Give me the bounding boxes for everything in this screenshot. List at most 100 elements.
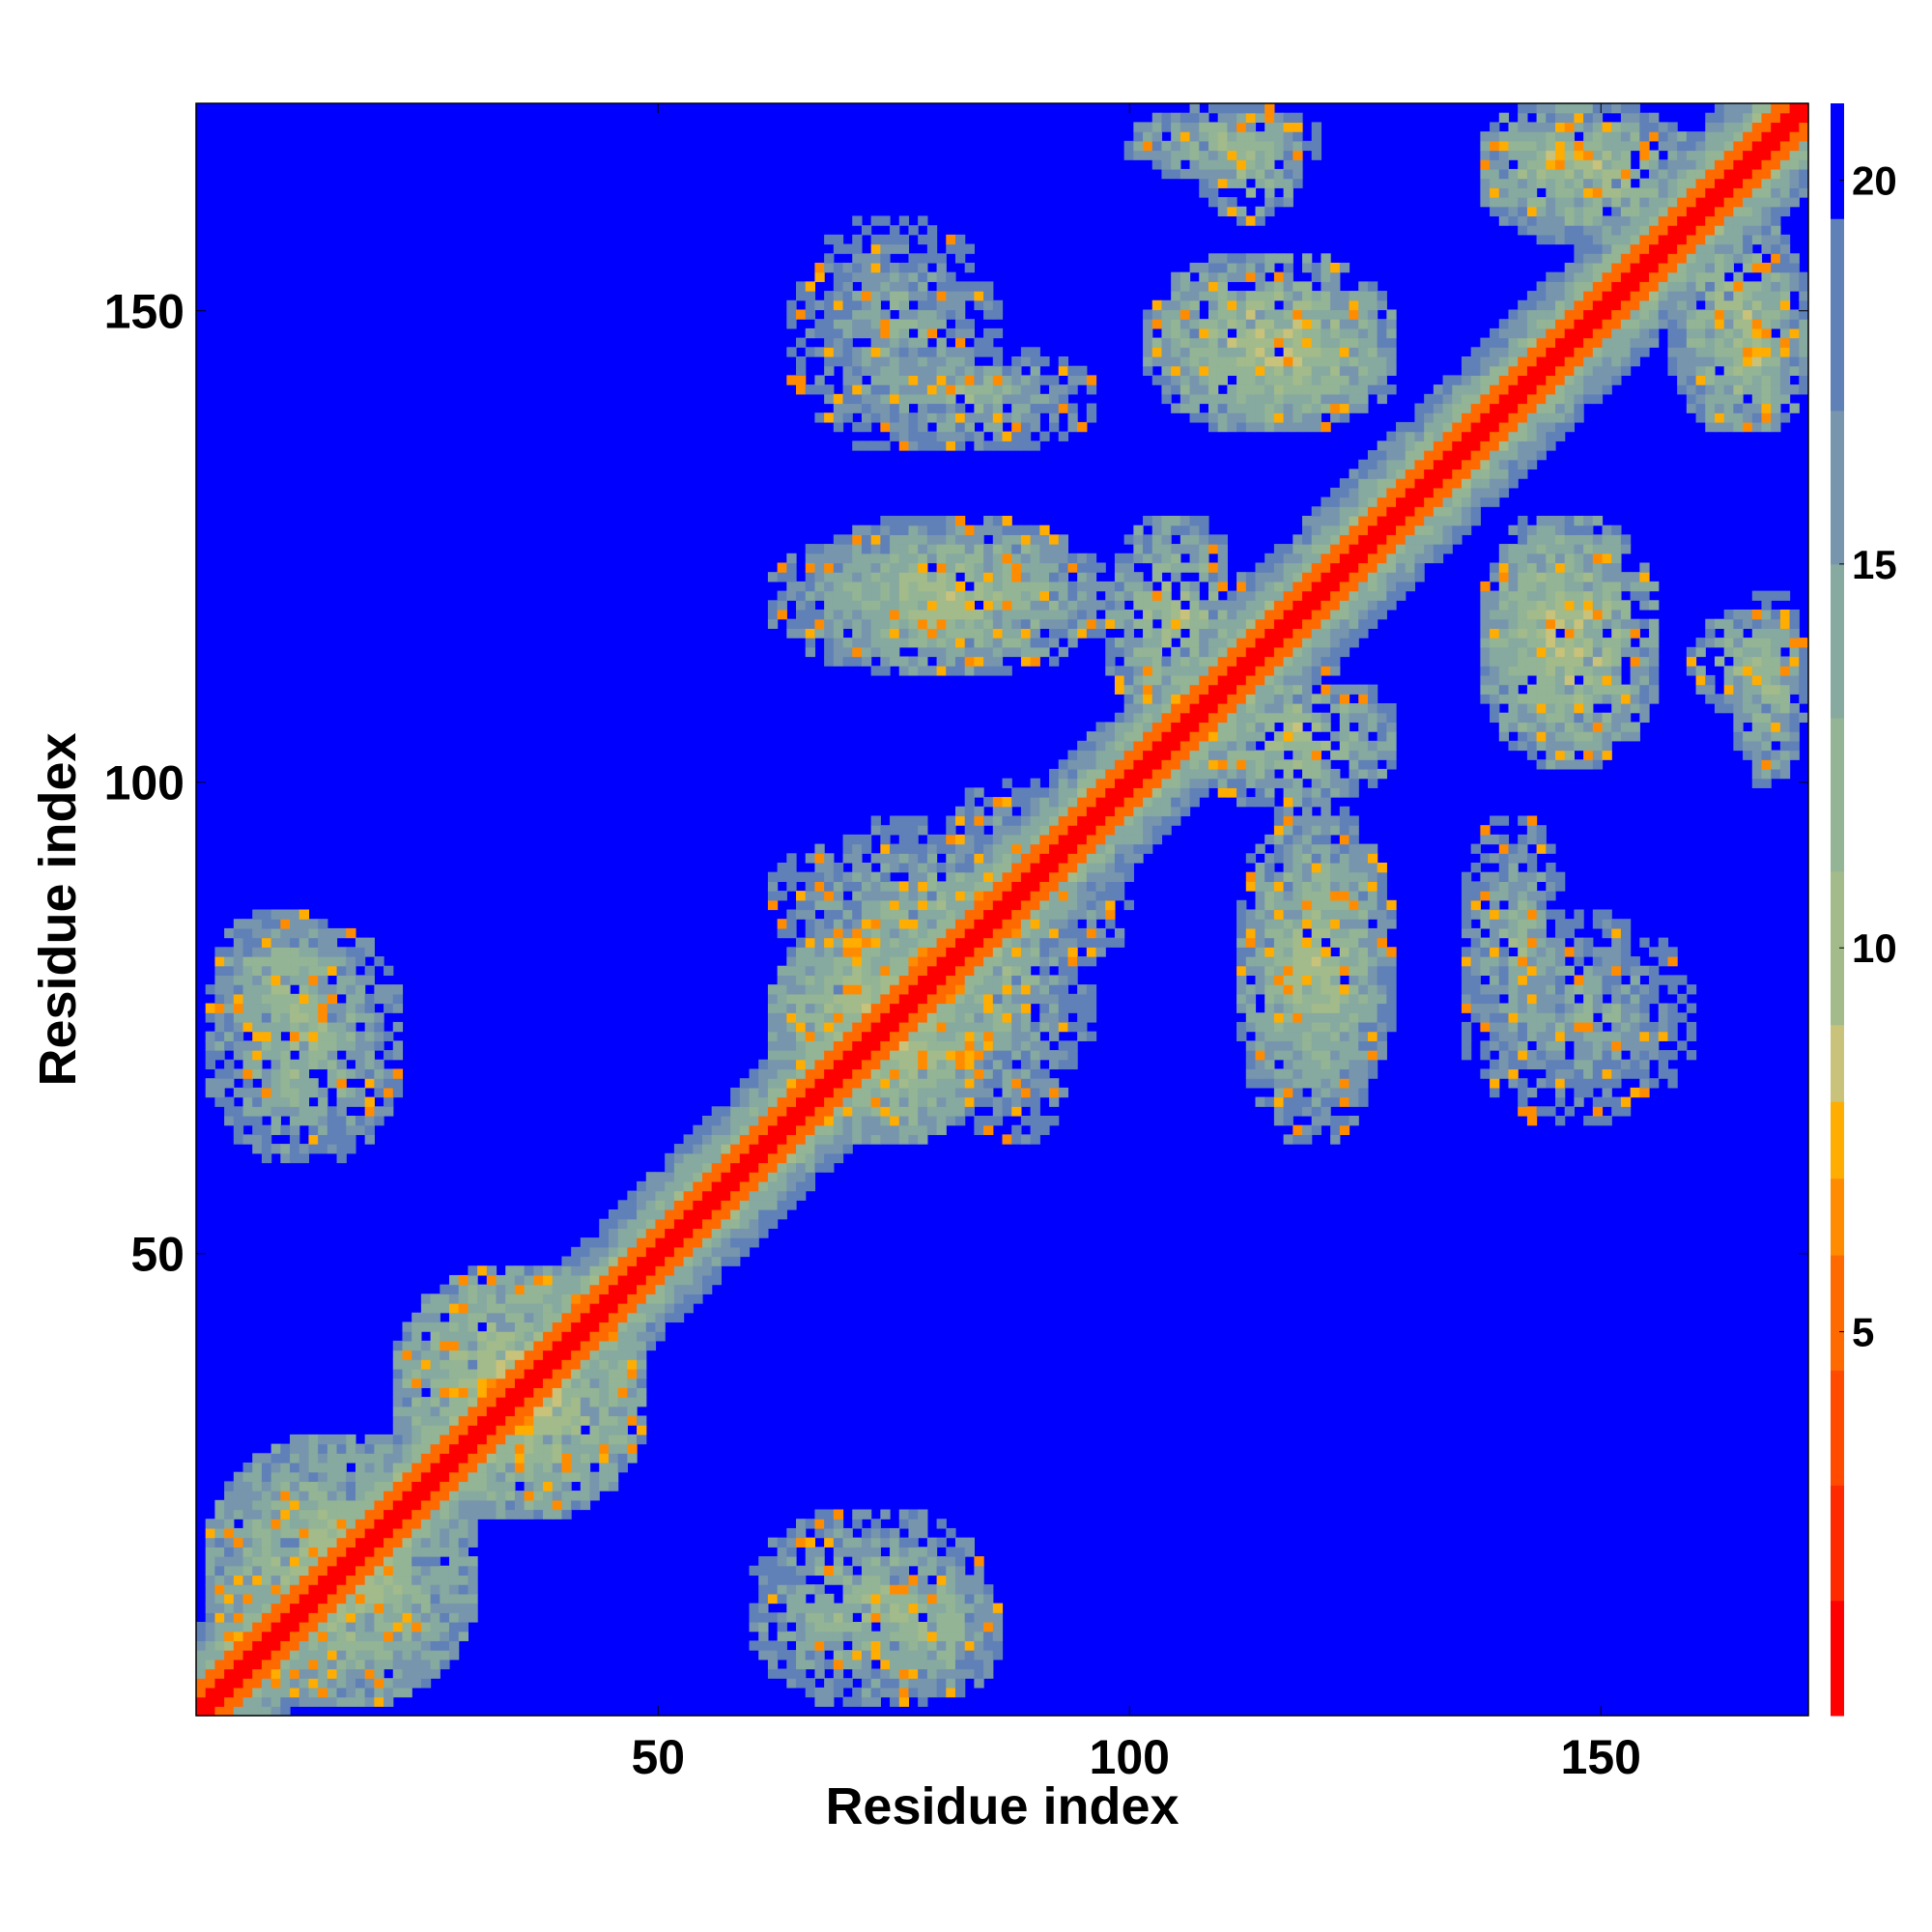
heatmap-cell bbox=[617, 1406, 628, 1417]
heatmap-cell bbox=[852, 271, 863, 282]
heatmap-cell bbox=[224, 1678, 235, 1689]
heatmap-cell bbox=[946, 975, 956, 985]
heatmap-cell bbox=[824, 590, 835, 601]
heatmap-cell bbox=[814, 1144, 825, 1154]
heatmap-cell bbox=[364, 1527, 375, 1539]
heatmap-cell bbox=[1030, 421, 1040, 433]
heatmap-cell bbox=[1086, 947, 1097, 957]
heatmap-cell bbox=[468, 1519, 478, 1529]
heatmap-cell bbox=[926, 1650, 938, 1661]
heatmap-cell bbox=[898, 600, 910, 611]
heatmap-cell bbox=[890, 225, 900, 236]
heatmap-cell bbox=[786, 581, 797, 592]
heatmap-cell bbox=[898, 375, 910, 385]
heatmap-cell bbox=[992, 515, 1004, 526]
heatmap-cell bbox=[327, 1003, 338, 1013]
heatmap-cell bbox=[1086, 919, 1097, 929]
heatmap-cell bbox=[336, 1096, 347, 1107]
heatmap-cell bbox=[954, 1537, 966, 1548]
heatmap-cell bbox=[918, 1519, 928, 1529]
heatmap-cell bbox=[936, 1021, 947, 1033]
heatmap-cell bbox=[852, 1003, 863, 1013]
heatmap-cell bbox=[936, 1640, 947, 1651]
heatmap-cell bbox=[1151, 562, 1163, 573]
heatmap-cell bbox=[448, 1397, 460, 1407]
heatmap-cell bbox=[805, 1547, 816, 1557]
heatmap-cell bbox=[880, 1003, 891, 1013]
heatmap-cell bbox=[824, 1621, 835, 1633]
heatmap-cell bbox=[561, 1321, 572, 1332]
heatmap-cell bbox=[842, 1003, 853, 1013]
heatmap-cell bbox=[1039, 806, 1050, 817]
heatmap-cell bbox=[543, 1463, 554, 1473]
heatmap-cell bbox=[430, 1443, 440, 1454]
heatmap-cell bbox=[983, 421, 994, 433]
heatmap-cell bbox=[608, 1218, 619, 1230]
heatmap-cell bbox=[374, 1481, 384, 1492]
heatmap-cell bbox=[290, 1003, 300, 1013]
heatmap-cell bbox=[1143, 327, 1153, 339]
heatmap-cell bbox=[448, 1425, 460, 1435]
heatmap-cell bbox=[1030, 1031, 1040, 1041]
heatmap-cell bbox=[608, 1378, 619, 1388]
heatmap-cell bbox=[992, 927, 1004, 939]
heatmap-cell bbox=[1039, 797, 1050, 808]
heatmap-cell bbox=[533, 1350, 544, 1360]
heatmap-cell bbox=[1114, 937, 1125, 948]
heatmap-cell bbox=[1020, 975, 1032, 985]
heatmap-cell bbox=[402, 1687, 412, 1698]
heatmap-cell bbox=[861, 534, 872, 545]
heatmap-cell bbox=[280, 1621, 291, 1633]
heatmap-cell bbox=[1123, 656, 1134, 667]
heatmap-cell bbox=[852, 299, 863, 311]
heatmap-cell bbox=[908, 1612, 919, 1623]
heatmap-cell bbox=[974, 281, 984, 292]
heatmap-cell bbox=[805, 891, 816, 901]
heatmap-cell bbox=[880, 1068, 891, 1079]
heatmap-cell bbox=[701, 1162, 713, 1173]
heatmap-cell bbox=[898, 947, 910, 957]
heatmap-cell bbox=[908, 871, 919, 882]
heatmap-cell bbox=[252, 1509, 263, 1520]
heatmap-cell bbox=[992, 891, 1004, 901]
heatmap-cell bbox=[1114, 862, 1125, 873]
heatmap-cell bbox=[1105, 759, 1116, 770]
heatmap-cell bbox=[617, 1340, 628, 1351]
heatmap-cell bbox=[880, 975, 891, 985]
heatmap-cell bbox=[814, 1040, 825, 1051]
heatmap-cell bbox=[1030, 993, 1040, 1005]
heatmap-cell bbox=[890, 975, 900, 985]
heatmap-cell bbox=[983, 618, 994, 629]
heatmap-cell bbox=[890, 234, 900, 245]
heatmap-cell bbox=[318, 1144, 328, 1154]
heatmap-cell bbox=[796, 1021, 807, 1033]
heatmap-cell bbox=[814, 581, 825, 592]
heatmap-cell bbox=[224, 975, 235, 985]
heatmap-cell bbox=[796, 1537, 807, 1548]
heatmap-cell bbox=[964, 431, 975, 441]
heatmap-cell bbox=[552, 1443, 563, 1454]
heatmap-cell bbox=[298, 1499, 310, 1511]
heatmap-cell bbox=[543, 1303, 554, 1314]
heatmap-cell bbox=[214, 1096, 225, 1107]
heatmap-cell bbox=[974, 1584, 984, 1595]
heatmap-cell bbox=[1067, 403, 1078, 413]
heatmap-cell bbox=[833, 403, 844, 413]
heatmap-cell bbox=[1049, 806, 1060, 817]
heatmap-cell bbox=[964, 984, 975, 995]
heatmap-cell bbox=[1161, 674, 1172, 686]
heatmap-cell bbox=[233, 1499, 244, 1511]
heatmap-cell bbox=[861, 862, 872, 873]
heatmap-cell bbox=[1039, 403, 1050, 413]
heatmap-cell bbox=[420, 1321, 432, 1332]
heatmap-cell bbox=[805, 1565, 816, 1577]
heatmap-cell bbox=[918, 1078, 928, 1089]
heatmap-cell bbox=[870, 309, 881, 320]
heatmap-cell bbox=[1067, 412, 1078, 423]
heatmap-cell bbox=[908, 881, 919, 892]
heatmap-cell bbox=[1049, 628, 1060, 639]
heatmap-cell bbox=[814, 937, 825, 948]
heatmap-cell bbox=[1161, 347, 1172, 357]
heatmap-cell bbox=[1179, 309, 1191, 320]
heatmap-cell bbox=[637, 1368, 647, 1379]
